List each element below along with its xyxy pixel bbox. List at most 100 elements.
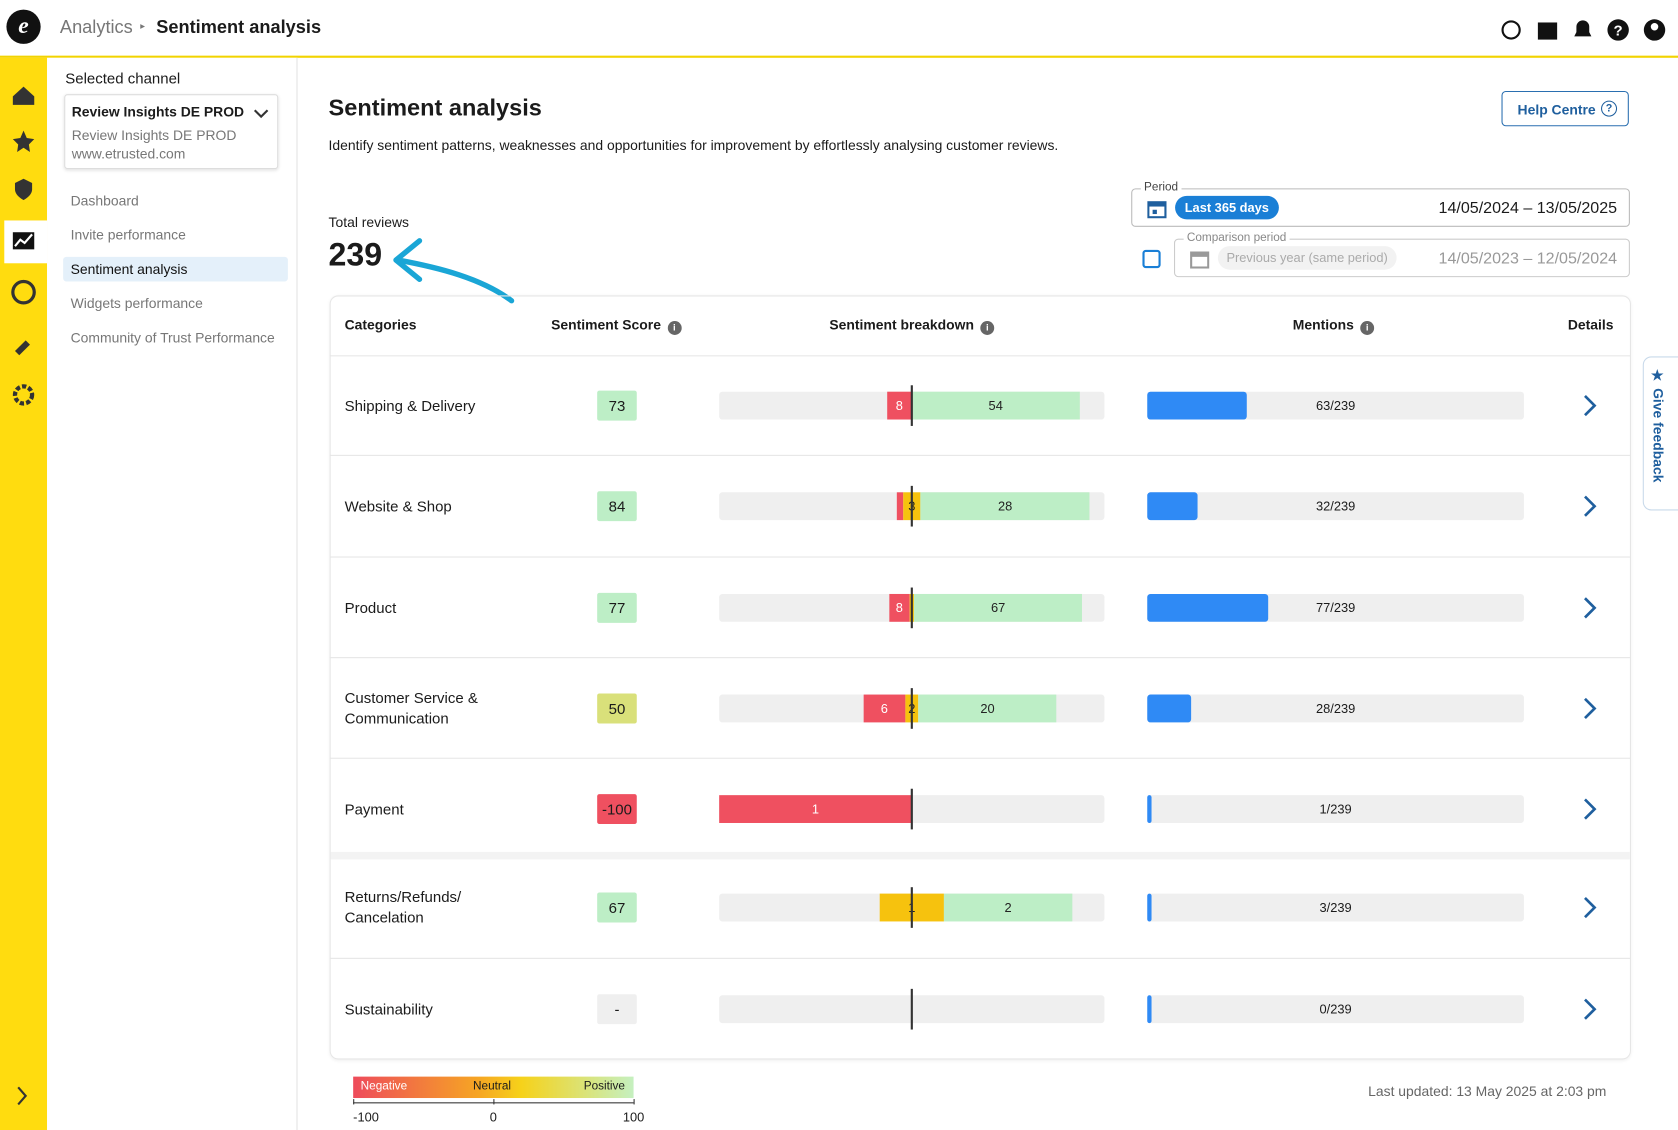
- sentiment-score: 67: [597, 892, 637, 923]
- column-header-text: Mentions: [1292, 316, 1354, 333]
- details-chevron[interactable]: [1582, 394, 1597, 418]
- annotation-arrow: [393, 238, 515, 304]
- nav-item[interactable]: Sentiment analysis: [63, 256, 288, 282]
- total-reviews: 239: [328, 237, 383, 273]
- etrusted-icon[interactable]: [11, 279, 36, 305]
- channel-name: Review Insights DE PROD: [71, 103, 245, 120]
- sentiment-score: 77: [597, 592, 637, 623]
- breadcrumb-sep: ▸: [140, 20, 146, 32]
- column-header: Mentions i: [1292, 316, 1375, 335]
- nav-item[interactable]: Widgets performance: [70, 295, 203, 312]
- row-divider: [329, 556, 1631, 558]
- comparison-field[interactable]: Comparison period Previous year (same pe…: [1174, 231, 1630, 278]
- category-name: Website & Shop: [344, 497, 452, 515]
- selected-channel-label: Selected channel: [65, 69, 181, 87]
- nav-item[interactable]: Dashboard: [70, 192, 139, 209]
- legend-gradient: Negative Neutral Positive: [353, 1076, 634, 1099]
- shield-icon[interactable]: [14, 178, 33, 201]
- fingerprint-icon[interactable]: [1501, 20, 1521, 40]
- positive-segment: 67: [914, 593, 1082, 622]
- total-reviews-label: Total reviews: [328, 214, 409, 231]
- nav-item[interactable]: Community of Trust Performance: [70, 329, 275, 346]
- breadcrumb-current: Sentiment analysis: [156, 17, 322, 38]
- period-label: Period: [1140, 180, 1182, 194]
- chevron-down: [253, 109, 269, 119]
- breadcrumb-parent[interactable]: Analytics: [59, 17, 133, 38]
- column-header-text: Categories: [344, 316, 417, 333]
- mentions-track: [1147, 995, 1524, 1024]
- feedback-tab[interactable]: ★ Give feedback: [1642, 356, 1678, 511]
- details-chevron[interactable]: [1582, 797, 1597, 821]
- column-header: Categories: [345, 317, 417, 333]
- channel-url: www.etrusted.com: [71, 145, 186, 162]
- svg-text:?: ?: [1614, 22, 1623, 39]
- legend-neutral: Neutral: [473, 1079, 511, 1093]
- logo[interactable]: e: [6, 9, 41, 44]
- positive-segment: 28: [920, 492, 1090, 521]
- category-name: Returns/Refunds/ Cancelation: [344, 888, 462, 926]
- home-icon[interactable]: [12, 86, 35, 105]
- help-icon: ?: [1601, 100, 1618, 117]
- feedback-text: ★ Give feedback: [1650, 368, 1666, 482]
- info-icon[interactable]: i: [667, 321, 682, 335]
- mentions-track: [1147, 694, 1524, 723]
- period-field[interactable]: Period Last 365 days 14/05/2024 – 13/05/…: [1131, 180, 1630, 227]
- details-chevron[interactable]: [1582, 494, 1597, 518]
- column-header-text: Sentiment breakdown: [829, 316, 974, 333]
- mentions-bar: [1147, 492, 1198, 521]
- breakdown-axis: [910, 988, 913, 1030]
- details-chevron[interactable]: [1582, 596, 1597, 620]
- channel-sub: Review Insights DE PROD: [71, 127, 237, 144]
- mentions-track: [1147, 795, 1524, 823]
- details-chevron[interactable]: [1582, 997, 1597, 1021]
- mentions-label: 77/239: [1315, 600, 1356, 616]
- category-name: Customer Service & Communication: [344, 689, 478, 727]
- calendar-icon: [1190, 251, 1210, 269]
- nav-item[interactable]: Invite performance: [70, 226, 186, 243]
- channel-select[interactable]: Review Insights DE PROD Review Insights …: [64, 94, 279, 170]
- details-chevron[interactable]: [1582, 896, 1597, 920]
- positive-segment: 20: [918, 694, 1057, 723]
- mentions-label: 1/239: [1319, 801, 1352, 817]
- category-name: Payment: [344, 799, 404, 818]
- mentions-label: 28/239: [1315, 700, 1356, 716]
- positive-segment: 54: [911, 391, 1080, 420]
- mentions-bar: [1147, 593, 1269, 622]
- mentions-bar: [1147, 795, 1152, 823]
- info-icon[interactable]: i: [1360, 321, 1375, 335]
- category-name: Shipping & Delivery: [344, 396, 476, 414]
- settings-icon[interactable]: [12, 384, 35, 406]
- negative-segment: 8: [886, 391, 912, 420]
- sidebar-nav: Dashboard Invite performance Sentiment ana…: [63, 188, 288, 359]
- legend-tick: [352, 1099, 354, 1105]
- breakdown-axis: [910, 485, 913, 527]
- star-icon[interactable]: [12, 130, 35, 152]
- last-updated: Last updated: 13 May 2025 at 2:03 pm: [1368, 1083, 1607, 1100]
- expand-icon[interactable]: [17, 1086, 28, 1106]
- period-chip[interactable]: Last 365 days: [1175, 195, 1279, 220]
- header-divider: [329, 355, 1631, 357]
- help-icon[interactable]: [1607, 19, 1629, 41]
- info-icon[interactable]: i: [980, 321, 995, 335]
- mentions-label: 0/239: [1319, 1001, 1352, 1017]
- top-bar: e Analytics ▸ Sentiment analysis ?: [0, 0, 1678, 58]
- comparison-label: Comparison period: [1183, 231, 1290, 245]
- help-centre-button[interactable]: Help Centre?: [1501, 90, 1629, 127]
- details-chevron[interactable]: [1582, 697, 1597, 721]
- comparison-checkbox[interactable]: [1142, 249, 1161, 269]
- breakdown-axis: [910, 688, 913, 729]
- feedback-star: ★: [1650, 368, 1667, 389]
- feedback-label: Give feedback: [1650, 388, 1667, 483]
- plugin-icon[interactable]: [14, 340, 30, 356]
- period-dates: 14/05/2024 – 13/05/2025: [1438, 199, 1618, 218]
- gift-icon[interactable]: [1537, 22, 1558, 40]
- legend-tick-label: -100: [353, 1109, 379, 1125]
- nav-rail: [0, 57, 48, 1130]
- mentions-track: [1147, 893, 1524, 922]
- bell-icon[interactable]: [1574, 20, 1592, 37]
- legend-tick-label: 0: [489, 1109, 497, 1125]
- sidebar: Selected channel Review Insights DE PROD…: [47, 57, 298, 1130]
- legend-tick: [633, 1099, 635, 1105]
- negative-segment: [896, 492, 903, 521]
